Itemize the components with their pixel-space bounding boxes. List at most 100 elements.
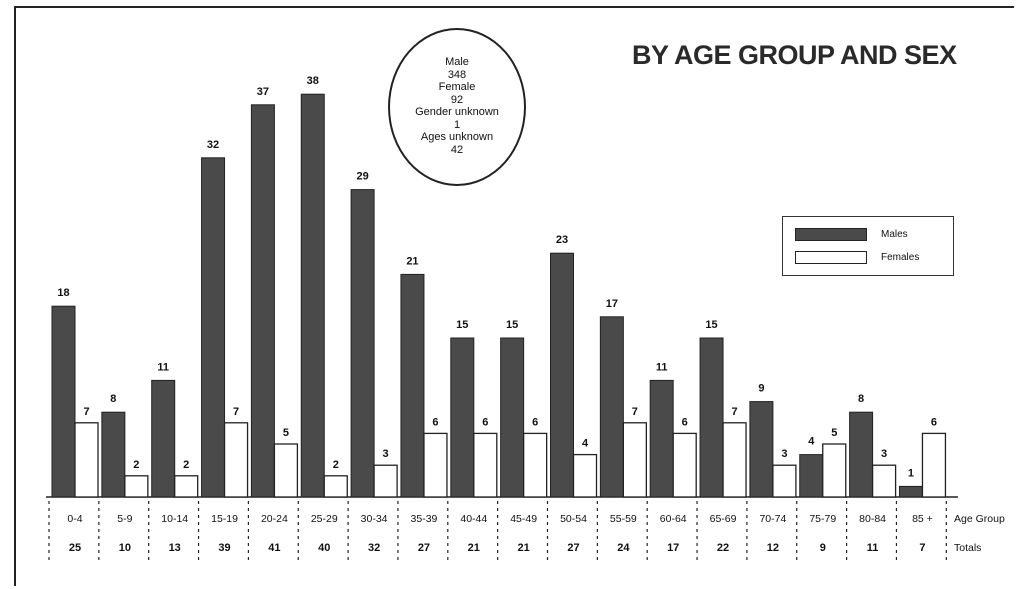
bar-male bbox=[450, 337, 475, 498]
data-label-male: 38 bbox=[307, 75, 319, 87]
data-label-male: 4 bbox=[808, 436, 815, 448]
data-label-male: 21 bbox=[406, 255, 418, 267]
total-label: 27 bbox=[418, 542, 430, 554]
data-label-male: 11 bbox=[157, 361, 169, 373]
data-label-female: 2 bbox=[333, 459, 339, 471]
data-label-male: 8 bbox=[110, 393, 116, 405]
data-label-female: 3 bbox=[881, 448, 887, 460]
tick-label-age-group: 10-14 bbox=[161, 513, 188, 525]
bar-female bbox=[323, 475, 348, 498]
data-label-male: 1 bbox=[908, 467, 914, 479]
total-label: 7 bbox=[919, 542, 925, 554]
legend-item-males: Males bbox=[795, 228, 908, 241]
bar-female bbox=[473, 432, 498, 498]
summary-female-count: 92 bbox=[450, 93, 464, 106]
tick-label-age-group: 25-29 bbox=[311, 513, 338, 525]
tick-label-age-group: 0-4 bbox=[67, 513, 82, 525]
total-label: 13 bbox=[169, 542, 181, 554]
bar-male bbox=[350, 189, 375, 498]
data-label-female: 7 bbox=[632, 406, 638, 418]
bar-female bbox=[273, 443, 299, 498]
data-label-female: 2 bbox=[183, 459, 189, 471]
data-label-male: 11 bbox=[656, 361, 668, 373]
bar-female bbox=[523, 432, 548, 498]
tick-label-age-group: 50-54 bbox=[560, 513, 587, 525]
tick-label-age-group: 75-79 bbox=[809, 513, 836, 525]
bar-male bbox=[300, 93, 325, 498]
summary-circle: Male 348 Female 92 Gender unknown 1 Ages… bbox=[388, 28, 526, 186]
summary-gender-unknown-count: 1 bbox=[453, 118, 461, 131]
total-label: 32 bbox=[368, 542, 380, 554]
data-label-female: 7 bbox=[83, 406, 89, 418]
tick-label-age-group: 35-39 bbox=[411, 513, 438, 525]
bar-male bbox=[849, 411, 874, 498]
data-label-male: 15 bbox=[506, 319, 518, 331]
data-label-male: 9 bbox=[758, 383, 764, 395]
bar-male bbox=[151, 379, 176, 498]
data-label-female: 6 bbox=[931, 416, 937, 428]
legend-swatch-males bbox=[795, 228, 867, 241]
data-label-male: 15 bbox=[705, 319, 717, 331]
bar-male bbox=[799, 454, 824, 498]
data-label-female: 4 bbox=[582, 438, 589, 450]
data-label-female: 3 bbox=[781, 448, 787, 460]
data-label-female: 7 bbox=[233, 406, 239, 418]
tick-label-age-group: 15-19 bbox=[211, 513, 238, 525]
bar-female bbox=[672, 432, 697, 498]
legend-label-females: Females bbox=[881, 252, 920, 263]
age-group-row-label: Age Group bbox=[954, 513, 1005, 525]
tick-label-age-group: 45-49 bbox=[510, 513, 537, 525]
bar-female bbox=[124, 475, 149, 498]
tick-label-age-group: 40-44 bbox=[460, 513, 487, 525]
bar-female bbox=[423, 432, 448, 498]
bar-male bbox=[898, 485, 923, 498]
data-label-male: 18 bbox=[57, 287, 69, 299]
bar-female bbox=[74, 422, 99, 498]
tick-label-age-group: 80-84 bbox=[859, 513, 886, 525]
total-label: 41 bbox=[268, 542, 280, 554]
data-label-female: 5 bbox=[831, 427, 837, 439]
bar-female bbox=[722, 422, 747, 498]
tick-label-age-group: 5-9 bbox=[117, 513, 132, 525]
data-label-male: 29 bbox=[356, 171, 368, 183]
total-label: 9 bbox=[820, 542, 826, 554]
data-label-male: 17 bbox=[606, 298, 618, 310]
bar-female bbox=[373, 464, 398, 498]
total-label: 21 bbox=[518, 542, 530, 554]
summary-male-label: Male bbox=[445, 56, 469, 68]
data-label-female: 6 bbox=[682, 416, 688, 428]
data-label-female: 6 bbox=[482, 416, 488, 428]
legend-label-males: Males bbox=[881, 229, 908, 240]
bar-male bbox=[550, 252, 574, 498]
tick-label-age-group: 60-64 bbox=[660, 513, 687, 525]
data-label-female: 3 bbox=[383, 448, 389, 460]
bar-female bbox=[223, 422, 249, 498]
tick-label-age-group: 70-74 bbox=[759, 513, 786, 525]
bar-female bbox=[772, 464, 797, 498]
bar-female bbox=[174, 475, 199, 498]
chart-title: BY AGE GROUP AND SEX bbox=[632, 40, 957, 70]
total-label: 11 bbox=[867, 542, 879, 554]
bar-female bbox=[871, 464, 897, 498]
bar-male bbox=[250, 104, 275, 498]
bar-male bbox=[749, 401, 774, 498]
summary-female-label: Female bbox=[438, 81, 476, 93]
bar-male bbox=[500, 337, 525, 498]
chart-frame bbox=[14, 6, 1014, 586]
legend-swatch-females bbox=[795, 251, 867, 264]
total-label: 22 bbox=[717, 542, 729, 554]
data-label-female: 6 bbox=[532, 416, 538, 428]
total-label: 12 bbox=[767, 542, 779, 554]
summary-male-count: 348 bbox=[447, 68, 467, 81]
tick-label-age-group: 30-34 bbox=[361, 513, 388, 525]
total-label: 17 bbox=[667, 542, 679, 554]
data-label-male: 37 bbox=[257, 86, 269, 98]
tick-label-age-group: 65-69 bbox=[710, 513, 737, 525]
legend-item-females: Females bbox=[795, 251, 919, 264]
data-label-female: 5 bbox=[283, 427, 289, 439]
legend: Males Females bbox=[782, 216, 954, 276]
tick-label-age-group: 55-59 bbox=[610, 513, 637, 525]
bar-male bbox=[51, 305, 76, 498]
bar-male bbox=[201, 157, 226, 498]
bar-male bbox=[649, 379, 674, 498]
